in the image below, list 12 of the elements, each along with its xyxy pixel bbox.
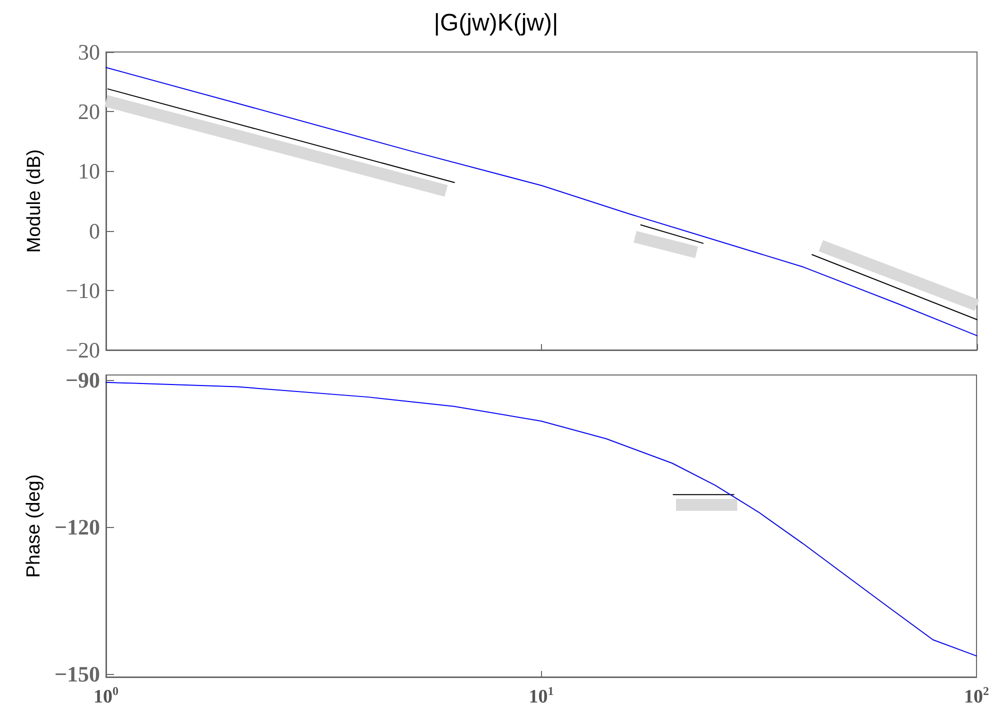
y-tick-label: −150 xyxy=(54,662,100,687)
y-tick-label: −120 xyxy=(54,514,100,540)
y-tick-label: −90 xyxy=(65,367,100,392)
y-tick-label: −10 xyxy=(66,278,100,303)
y-tick-label: 0 xyxy=(89,218,100,244)
chart-title: |G(jw)K(jw)| xyxy=(434,10,558,36)
y-tick-label: 30 xyxy=(78,40,100,64)
y-tick-label: 20 xyxy=(78,99,100,124)
y-tick-label: 10 xyxy=(78,158,100,184)
y-axis-title: Phase (deg) xyxy=(24,474,45,578)
y-axis-title: Module (dB) xyxy=(24,149,45,253)
y-tick-label: −20 xyxy=(66,338,100,362)
